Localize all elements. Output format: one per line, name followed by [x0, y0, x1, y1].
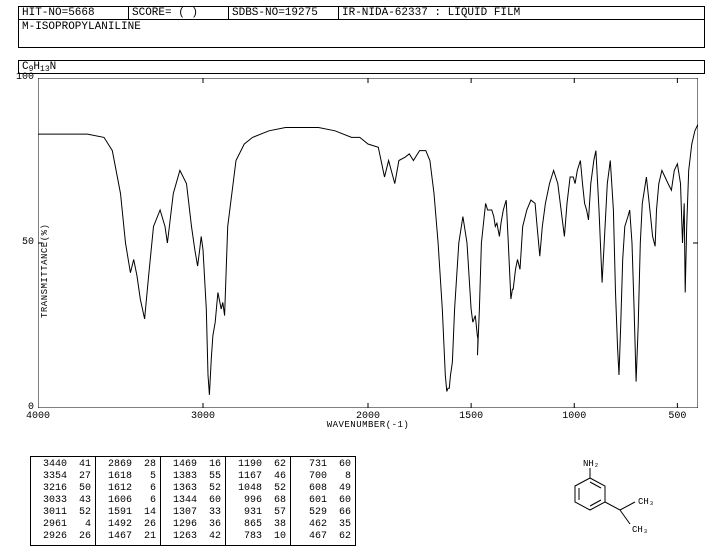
- compound-name: M-ISOPROPYLANILINE: [18, 20, 705, 48]
- y-axis-label: TRANSMITTANCE(%): [40, 224, 50, 318]
- peak-column: 1469161383551363521344601307331296361263…: [161, 457, 226, 545]
- peak-row: 7008: [295, 471, 351, 483]
- peak-row: 286928: [100, 459, 156, 471]
- peak-column: 11906211674610485299668931578653878310: [226, 457, 291, 545]
- nh2-label: NH₂: [583, 459, 599, 469]
- peak-row: 335427: [35, 471, 91, 483]
- sdbs-no: SDBS-NO=19275: [229, 7, 339, 19]
- peak-row: 159114: [100, 507, 156, 519]
- peak-row: 16185: [100, 471, 156, 483]
- peak-row: 60849: [295, 483, 351, 495]
- score: SCORE= ( ): [129, 7, 229, 19]
- x-tick: 3000: [191, 411, 215, 422]
- peak-table: 3440413354273216503033433011522961429262…: [30, 456, 356, 546]
- y-tick: 50: [16, 237, 34, 248]
- peak-row: 146916: [165, 459, 221, 471]
- y-tick: 100: [16, 72, 34, 83]
- peak-row: 52966: [295, 507, 351, 519]
- peak-row: 136352: [165, 483, 221, 495]
- peak-row: 86538: [230, 519, 286, 531]
- peak-row: 99668: [230, 495, 286, 507]
- peak-row: 344041: [35, 459, 91, 471]
- peak-row: 29614: [35, 519, 91, 531]
- peak-row: 138355: [165, 471, 221, 483]
- x-tick: 1000: [562, 411, 586, 422]
- ch3-label-2: CH₃: [632, 525, 648, 535]
- formula: C9H13N: [18, 60, 705, 74]
- peak-row: 46235: [295, 519, 351, 531]
- x-tick: 2000: [356, 411, 380, 422]
- header-bar: HIT-NO=5668 SCORE= ( ) SDBS-NO=19275 IR-…: [18, 6, 705, 20]
- ch3-label-1: CH₃: [638, 497, 654, 507]
- molecular-structure: NH₂ CH₃ CH₃: [535, 458, 675, 543]
- chart-svg: [38, 78, 698, 408]
- ir-spectrum-chart: TRANSMITTANCE(%) WAVENUMBER(-1) 050100 4…: [38, 78, 698, 408]
- peak-row: 116746: [230, 471, 286, 483]
- peak-row: 292626: [35, 531, 91, 543]
- peak-row: 73160: [295, 459, 351, 471]
- peak-column: 7316070086084960160529664623546762: [291, 457, 355, 545]
- peak-row: 126342: [165, 531, 221, 543]
- peak-row: 93157: [230, 507, 286, 519]
- peak-row: 16126: [100, 483, 156, 495]
- peak-row: 301152: [35, 507, 91, 519]
- hit-no: HIT-NO=5668: [19, 7, 129, 19]
- peak-row: 129636: [165, 519, 221, 531]
- x-tick: 1500: [459, 411, 483, 422]
- peak-column: 3440413354273216503033433011522961429262…: [31, 457, 96, 545]
- peak-row: 16066: [100, 495, 156, 507]
- x-tick: 500: [668, 411, 686, 422]
- peak-row: 146721: [100, 531, 156, 543]
- peak-row: 78310: [230, 531, 286, 543]
- x-tick: 4000: [26, 411, 50, 422]
- peak-row: 303343: [35, 495, 91, 507]
- peak-row: 60160: [295, 495, 351, 507]
- peak-row: 149226: [100, 519, 156, 531]
- peak-row: 46762: [295, 531, 351, 543]
- ir-info: IR-NIDA-62337 : LIQUID FILM: [339, 7, 704, 19]
- peak-row: 134460: [165, 495, 221, 507]
- peak-row: 104852: [230, 483, 286, 495]
- peak-row: 119062: [230, 459, 286, 471]
- peak-row: 321650: [35, 483, 91, 495]
- peak-row: 130733: [165, 507, 221, 519]
- peak-column: 286928161851612616066159114149226146721: [96, 457, 161, 545]
